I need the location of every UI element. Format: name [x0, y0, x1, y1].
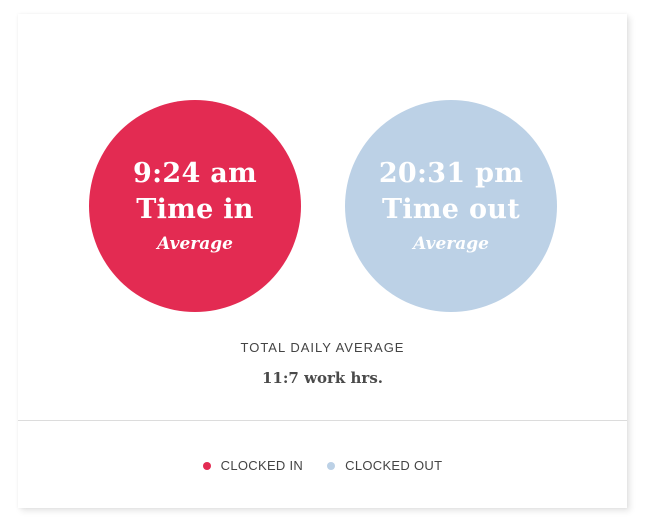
legend-item-clocked-out: CLOCKED OUT: [327, 458, 442, 473]
time-in-label: Time in: [136, 194, 254, 225]
divider: [18, 420, 627, 421]
time-out-value: 20:31 pm: [378, 158, 524, 189]
legend: CLOCKED IN CLOCKED OUT: [18, 458, 627, 473]
legend-label-clocked-out: CLOCKED OUT: [345, 458, 443, 473]
legend-item-clocked-in: CLOCKED IN: [202, 458, 304, 473]
legend-label-clocked-in: CLOCKED IN: [220, 458, 304, 473]
time-in-sublabel: Average: [157, 234, 233, 254]
total-daily-average-value: 11:7 work hrs.: [262, 369, 383, 387]
time-in-value: 9:24 am: [133, 158, 257, 189]
time-in-circle: 9:24 am Time in Average: [89, 100, 301, 312]
clocked-out-dot-icon: [327, 461, 336, 470]
time-out-circle: 20:31 pm Time out Average: [345, 100, 557, 312]
total-daily-average-label: TOTAL DAILY AVERAGE: [240, 340, 405, 355]
attendance-card: 9:24 am Time in Average 20:31 pm Time ou…: [18, 14, 627, 508]
time-out-label: Time out: [381, 194, 520, 225]
time-out-sublabel: Average: [413, 234, 489, 254]
clocked-in-dot-icon: [202, 461, 211, 470]
